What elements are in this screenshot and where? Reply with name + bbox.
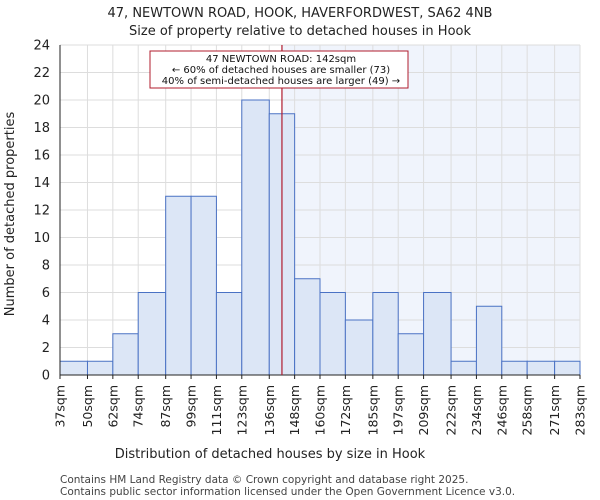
x-tick-label: 136sqm [262, 385, 277, 435]
x-tick-label: 74sqm [131, 385, 146, 428]
x-tick-label: 111sqm [209, 385, 224, 435]
x-tick-label: 185sqm [365, 385, 380, 435]
x-tick-label: 197sqm [391, 385, 406, 435]
bar [450, 360, 477, 376]
y-tick-label: 14 [33, 176, 50, 191]
x-tick-label: 99sqm [184, 385, 199, 428]
annotation-line: 40% of semi-detached houses are larger (… [162, 76, 400, 87]
bar [397, 333, 425, 376]
bar [190, 195, 217, 376]
bar [475, 305, 503, 376]
bar [319, 292, 346, 376]
bar [215, 292, 243, 376]
bar [501, 360, 528, 376]
y-tick-label: 22 [33, 66, 50, 81]
x-tick-label: 148sqm [287, 385, 302, 435]
annotation-line: 47 NEWTOWN ROAD: 142sqm [206, 54, 356, 65]
x-axis-label: Distribution of detached houses by size … [115, 447, 426, 462]
x-tick-label: 87sqm [158, 385, 173, 428]
y-tick-label: 12 [33, 204, 50, 219]
bar [112, 333, 139, 376]
y-tick-label: 6 [42, 286, 50, 301]
x-tick-label: 283sqm [573, 385, 588, 435]
annotation-box [149, 50, 409, 89]
x-tick-label: 50sqm [80, 385, 95, 428]
axes [59, 45, 581, 379]
y-tick-label: 20 [33, 94, 50, 109]
bar [86, 360, 114, 376]
bar [372, 292, 399, 376]
y-tick-label: 24 [33, 39, 50, 54]
chart-title: 47, NEWTOWN ROAD, HOOK, HAVERFORDWEST, S… [108, 6, 493, 21]
bar [165, 195, 192, 376]
bar [526, 360, 556, 376]
x-tick-label: 271sqm [547, 385, 562, 435]
y-tick-label: 8 [42, 259, 50, 274]
x-tick-label: 258sqm [520, 385, 535, 435]
bar [423, 292, 452, 376]
bar [294, 278, 321, 376]
y-tick-label: 18 [33, 121, 50, 136]
y-tick-label: 0 [42, 369, 50, 384]
x-tick-label: 234sqm [469, 385, 484, 435]
x-tick-label: 209sqm [416, 385, 431, 435]
x-tick-label: 222sqm [444, 385, 459, 435]
x-tick-label: 172sqm [338, 385, 353, 435]
footer-copyright: Contains HM Land Registry data © Crown c… [60, 474, 468, 486]
x-tick-labels: 37sqm 50sqm 62sqm 74sqm 87sqm 99sqm 111sqm 123s… [53, 385, 588, 435]
bar [137, 292, 167, 376]
x-tick-label: 123sqm [234, 385, 249, 435]
bar [59, 360, 88, 376]
x-tick-label: 37sqm [53, 385, 68, 428]
bar [241, 99, 270, 376]
x-tick-label: 160sqm [313, 385, 328, 435]
bar [344, 319, 374, 376]
y-tick-label: 10 [33, 231, 50, 246]
y-tick-label: 2 [42, 341, 50, 356]
y-tick-label: 4 [42, 314, 50, 329]
footer-licence: Contains public sector information licen… [60, 486, 515, 498]
annotation-line: ← 60% of detached houses are smaller (73… [172, 65, 390, 76]
y-axis-label: Number of detached properties [3, 112, 18, 317]
x-tick-label: 246sqm [494, 385, 509, 435]
marker-annotation: 47 NEWTOWN ROAD: 142sqm← 60% of detached… [149, 45, 409, 375]
chart-subtitle: Size of property relative to detached ho… [129, 24, 471, 39]
bar [554, 360, 581, 376]
y-tick-label: 16 [33, 149, 50, 164]
x-tick-label: 62sqm [105, 385, 120, 428]
